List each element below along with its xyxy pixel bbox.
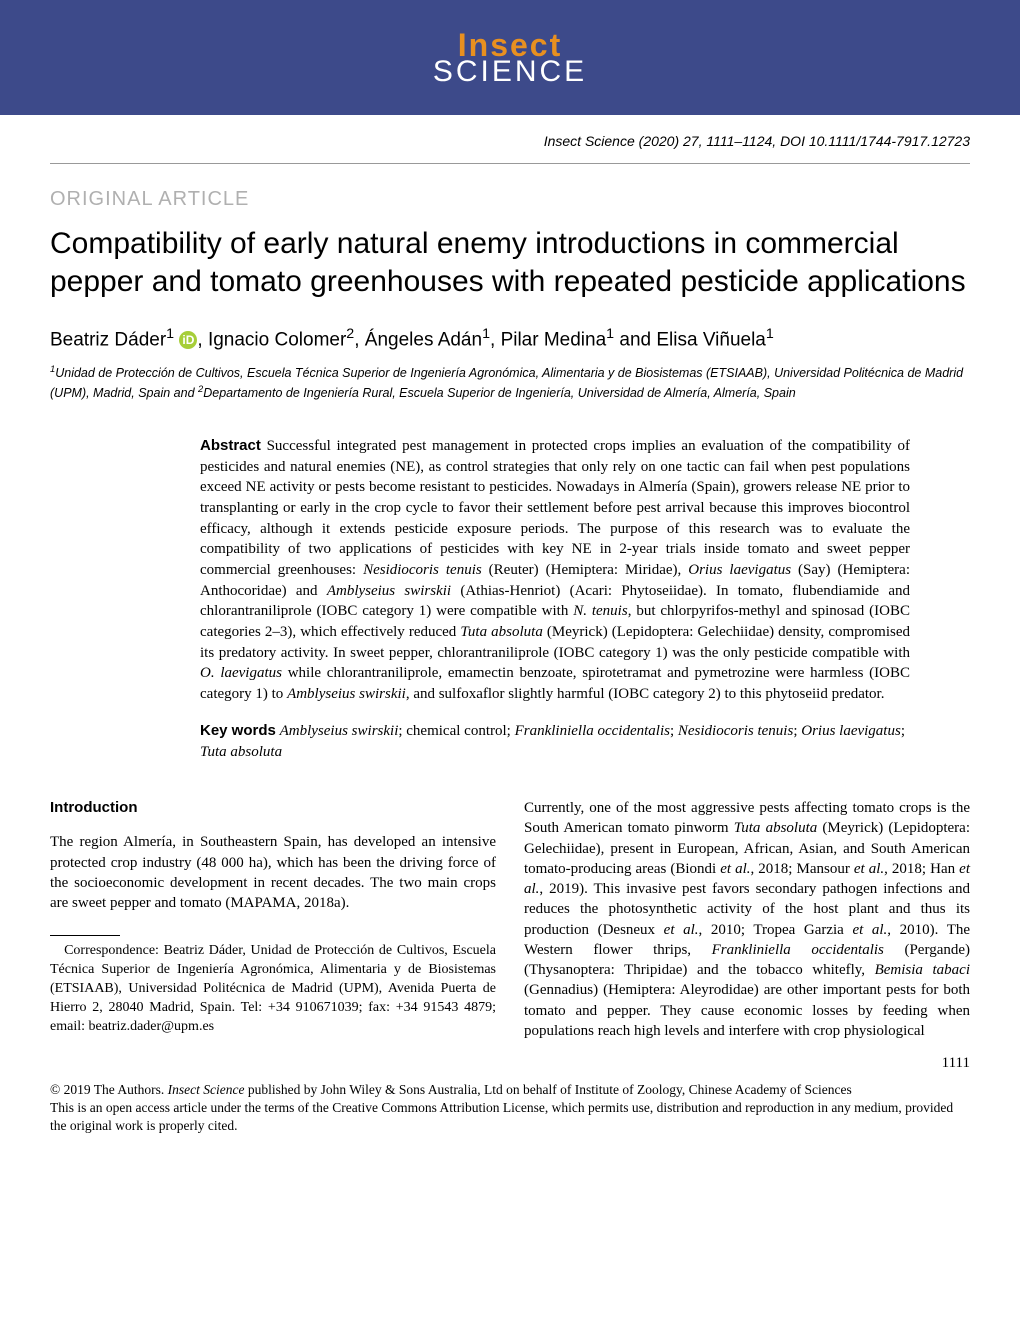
keywords-label: Key words — [200, 722, 276, 739]
keyword: Frankliniella occidentalis — [515, 723, 670, 739]
species: Amblyseius swirskii — [287, 686, 406, 702]
citation-details: (2020) 27, 1111–1124, DOI 10.1111/1744-7… — [635, 133, 970, 149]
left-column: Introduction The region Almería, in Sout… — [50, 798, 496, 1073]
affil-2-text: Departamento de Ingeniería Rural, Escuel… — [203, 386, 795, 400]
author-2: Ignacio Colomer — [208, 329, 346, 350]
species: Orius laevigatus — [688, 562, 791, 578]
species: O. laevigatus — [200, 665, 282, 681]
author-4: Pilar Medina — [501, 329, 607, 350]
author-1: Beatriz Dáder — [50, 329, 166, 350]
author-3-affil: 1 — [482, 326, 490, 342]
species: Tuta absoluta — [460, 624, 542, 640]
abstract-text: (Reuter) (Hemiptera: Miridae), — [482, 562, 689, 578]
kw-sep: ; — [901, 723, 905, 739]
author-sep-and: and — [614, 329, 656, 350]
correspondence-text: Correspondence: Beatriz Dáder, Unidad de… — [50, 942, 496, 1036]
author-sep: , — [490, 329, 501, 350]
abstract-text: , and sulfoxaflor slightly harmful (IOBC… — [406, 686, 885, 702]
author-5-affil: 1 — [766, 326, 774, 342]
journal-logo: Insect SCIENCE — [433, 29, 587, 87]
page-number: 1111 — [524, 1053, 970, 1073]
species: Tuta absoluta — [734, 820, 818, 836]
author-sep: , — [197, 329, 208, 350]
license-line: This is an open access article under the… — [50, 1099, 970, 1134]
citation-header: Insect Science (2020) 27, 1111–1124, DOI… — [0, 115, 1020, 163]
abstract-text: Successful integrated pest management in… — [200, 438, 910, 578]
species: Amblyseius swirskii — [327, 583, 451, 599]
correspondence-rule — [50, 935, 120, 936]
logo-line-2: SCIENCE — [433, 57, 587, 87]
author-list: Beatriz Dáder1 iD, Ignacio Colomer2, Áng… — [50, 326, 970, 351]
affil-joiner: and — [170, 386, 198, 400]
species: Nesidiocoris tenuis — [363, 562, 482, 578]
article-type-label: ORIGINAL ARTICLE — [50, 188, 970, 211]
keywords: Key words Amblyseius swirskii; chemical … — [200, 721, 910, 762]
author-1-affil: 1 — [166, 326, 174, 342]
keyword: Amblyseius swirskii — [280, 723, 399, 739]
abstract-label: Abstract — [200, 437, 261, 454]
author-3: Ángeles Adán — [365, 329, 482, 350]
body-columns: Introduction The region Almería, in Sout… — [50, 798, 970, 1073]
author-sep: , — [354, 329, 365, 350]
page-footer: © 2019 The Authors. Insect Science publi… — [0, 1073, 1020, 1154]
author-5: Elisa Viñuela — [656, 329, 766, 350]
body-paragraph: Currently, one of the most aggressive pe… — [524, 798, 970, 1041]
kw-sep: ; — [670, 723, 678, 739]
journal-banner: Insect SCIENCE — [0, 0, 1020, 115]
affiliations: 1Unidad de Protección de Cultivos, Escue… — [50, 363, 970, 402]
article-title: Compatibility of early natural enemy int… — [50, 225, 970, 300]
species: Bemisia tabaci — [875, 962, 970, 978]
author-4-affil: 1 — [606, 326, 614, 342]
kw-sep: ; chemical control; — [398, 723, 514, 739]
keyword: Tuta absoluta — [200, 744, 282, 760]
right-column: Currently, one of the most aggressive pe… — [524, 798, 970, 1073]
keyword: Nesidiocoris tenuis — [678, 723, 793, 739]
copyright-line: © 2019 The Authors. Insect Science publi… — [50, 1081, 970, 1099]
species: N. tenuis — [573, 603, 627, 619]
journal-name: Insect Science — [544, 133, 635, 149]
species: Frankliniella occidentalis — [712, 942, 884, 958]
introduction-heading: Introduction — [50, 798, 496, 818]
abstract: Abstract Successful integrated pest mana… — [200, 436, 910, 705]
intro-paragraph: The region Almería, in Southeastern Spai… — [50, 832, 496, 913]
orcid-icon[interactable]: iD — [179, 331, 197, 349]
keyword: Orius laevigatus — [801, 723, 901, 739]
